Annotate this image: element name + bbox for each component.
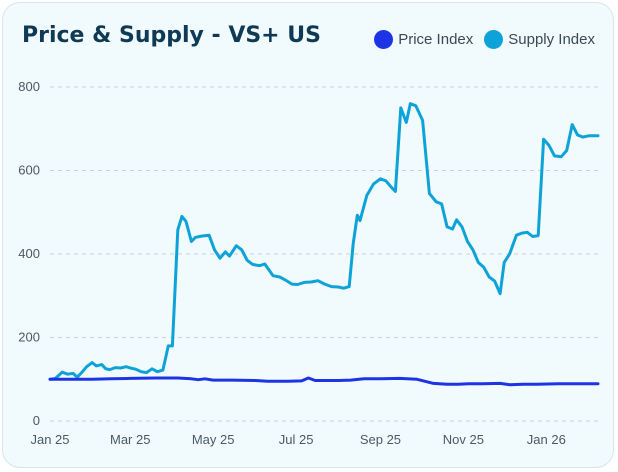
- legend-label-price-index: Price Index: [398, 31, 474, 48]
- chart-card: Price & Supply - VS+ US Price Index Supp…: [2, 2, 614, 468]
- legend-item-supply-index[interactable]: Supply Index: [484, 30, 595, 49]
- y-tick-label-800: 800: [18, 79, 40, 94]
- chart-title: Price & Supply - VS+ US: [22, 23, 321, 48]
- x-tick-label-jan-25: Jan 25: [30, 432, 69, 447]
- x-tick-label-sep-25: Sep 25: [360, 432, 401, 447]
- y-tick-label-200: 200: [18, 330, 40, 345]
- legend-swatch-supply-index: [484, 30, 504, 49]
- legend-item-price-index[interactable]: Price Index: [374, 30, 473, 49]
- x-tick-label-jul-25: Jul 25: [279, 432, 314, 447]
- y-tick-label-400: 400: [18, 246, 40, 261]
- series-line-price-index: [48, 376, 600, 387]
- y-tick-label-600: 600: [18, 163, 40, 178]
- x-tick-label-may-25: May 25: [192, 432, 235, 447]
- series-line-supply-index: [48, 102, 600, 381]
- legend-swatch-price-index: [374, 30, 394, 49]
- y-tick-label-0: 0: [33, 413, 40, 428]
- legend-label-supply-index: Supply Index: [508, 31, 595, 48]
- x-tick-label-mar-25: Mar 25: [110, 432, 150, 447]
- x-tick-label-nov-25: Nov 25: [443, 432, 484, 447]
- chart-legend: Price Index Supply Index: [363, 30, 595, 49]
- x-tick-label-jan-26: Jan 26: [527, 432, 566, 447]
